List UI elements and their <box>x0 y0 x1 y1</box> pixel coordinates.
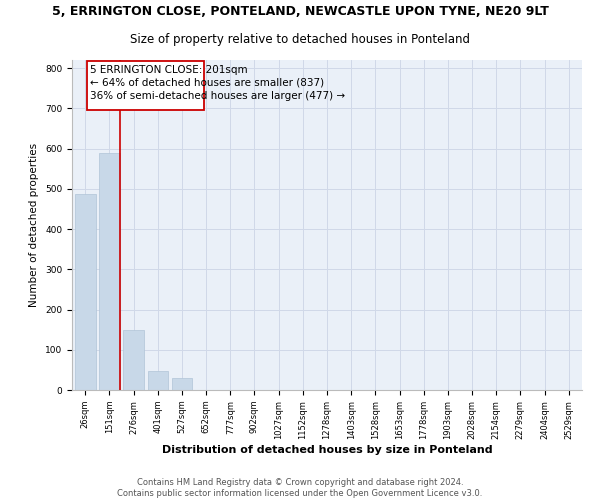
Text: 5 ERRINGTON CLOSE: 201sqm: 5 ERRINGTON CLOSE: 201sqm <box>90 65 248 75</box>
Text: Size of property relative to detached houses in Ponteland: Size of property relative to detached ho… <box>130 32 470 46</box>
X-axis label: Distribution of detached houses by size in Ponteland: Distribution of detached houses by size … <box>161 444 493 454</box>
Y-axis label: Number of detached properties: Number of detached properties <box>29 143 40 307</box>
Bar <box>99 152 120 390</box>
Bar <box>124 330 144 390</box>
Text: Contains HM Land Registry data © Crown copyright and database right 2024.
Contai: Contains HM Land Registry data © Crown c… <box>118 478 482 498</box>
Text: 36% of semi-detached houses are larger (477) →: 36% of semi-detached houses are larger (… <box>90 90 345 101</box>
Bar <box>75 194 95 390</box>
Bar <box>172 378 192 390</box>
Text: ← 64% of detached houses are smaller (837): ← 64% of detached houses are smaller (83… <box>90 78 324 88</box>
Text: 5, ERRINGTON CLOSE, PONTELAND, NEWCASTLE UPON TYNE, NE20 9LT: 5, ERRINGTON CLOSE, PONTELAND, NEWCASTLE… <box>52 5 548 18</box>
FancyBboxPatch shape <box>87 61 204 110</box>
Bar <box>148 370 168 390</box>
